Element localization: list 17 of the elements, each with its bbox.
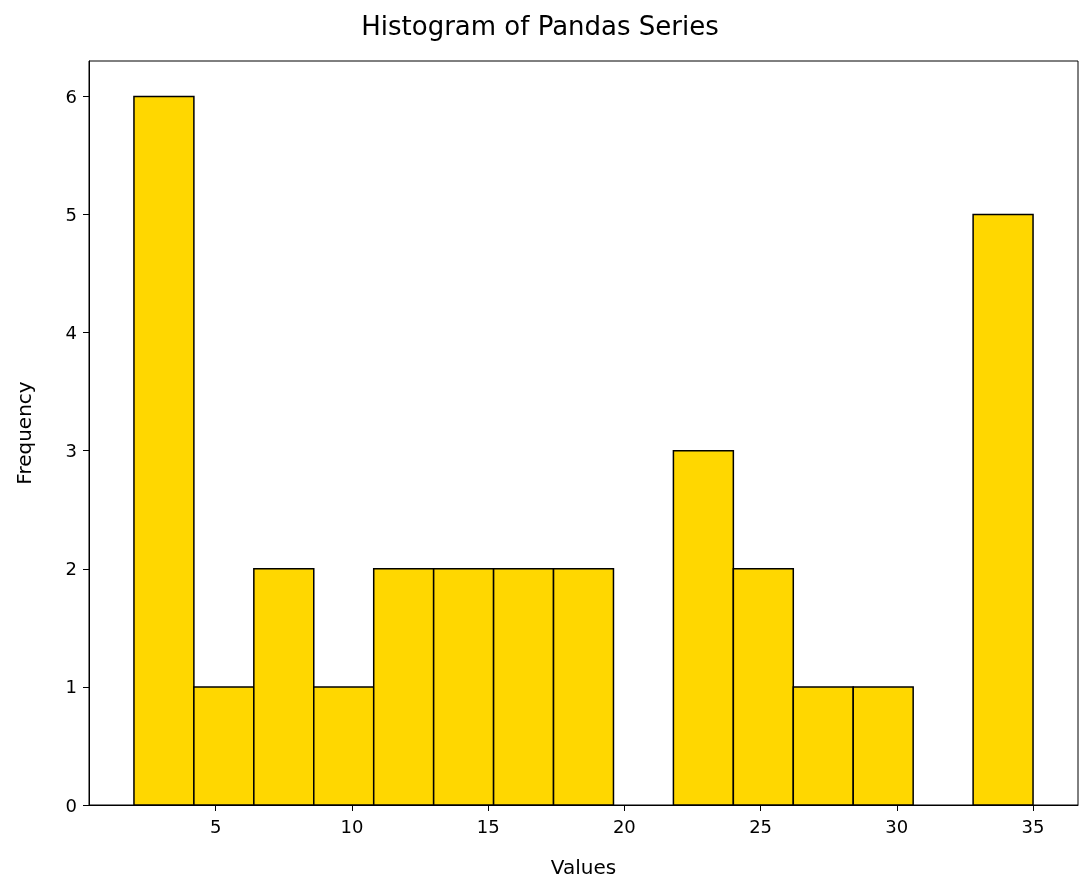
y-tick-label: 2 [65,558,77,580]
chart-title: Histogram of Pandas Series [361,11,719,41]
y-tick-label: 3 [65,440,77,462]
y-tick-label: 1 [65,676,77,698]
y-tick-label: 4 [65,322,77,344]
x-tick-label: 35 [1021,815,1045,837]
y-tick-label: 0 [65,794,77,816]
x-tick-label: 25 [749,815,773,837]
x-tick-label: 10 [340,815,364,837]
x-tick-label: 30 [885,815,909,837]
y-axis-title: Frequency [12,381,36,485]
y-tick-label: 5 [65,204,77,226]
x-axis-title: Values [550,855,617,879]
x-tick-label: 15 [476,815,500,837]
y-tick-label: 6 [65,85,77,107]
x-tick-label: 20 [612,815,636,837]
x-tick-label: 5 [209,815,222,837]
